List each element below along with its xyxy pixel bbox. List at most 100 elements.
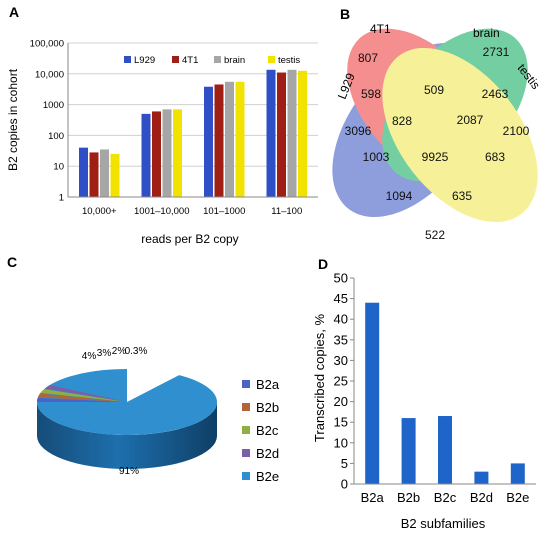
pie-slice-b2c — [40, 389, 127, 402]
pie-slice-b2b — [37, 393, 128, 402]
chart-a-y-ticks: 1 10 100 1000 10,000 100,000 — [30, 39, 64, 204]
x-tick-label: B2e — [506, 490, 529, 505]
chart-d-bars — [365, 302, 525, 484]
legend-swatch — [242, 472, 250, 480]
bar-testis — [173, 109, 182, 197]
x-tick-label: B2b — [397, 490, 420, 505]
bar-l929 — [79, 147, 88, 197]
bar-b2c — [438, 416, 452, 484]
y-tick-label: 10,000 — [35, 69, 64, 80]
bar-4t1 — [152, 111, 161, 197]
panel-label-a: A — [9, 4, 20, 20]
legend-swatch — [242, 426, 250, 434]
x-tick-label: 101–1000 — [203, 206, 245, 217]
panel-label-c: C — [7, 254, 18, 270]
pie-slices — [36, 369, 217, 435]
chart-c-pie: 4% 3% 2%0.3% 91% B2a B2b B2c B2d B2e — [36, 346, 280, 484]
y-tick-label: 20 — [334, 394, 348, 409]
y-tick-label: 100 — [48, 131, 64, 142]
x-tick-label: 10,000+ — [82, 206, 117, 217]
venn-set-label-4t1: 4T1 — [370, 22, 391, 36]
y-tick-label: 25 — [334, 374, 348, 389]
y-tick-label: 35 — [334, 332, 348, 347]
venn-value-l929-4t1: 598 — [361, 87, 381, 101]
chart-a-axes — [67, 43, 318, 198]
bar-brain — [225, 81, 234, 197]
chart-d-x-ticks: B2a B2b B2c B2d B2e — [361, 490, 530, 505]
bar-l929 — [266, 69, 276, 197]
legend-swatch — [268, 56, 275, 63]
pie-label-b2e: 91% — [119, 466, 139, 477]
bar-testis — [298, 70, 307, 197]
venn-value-all: 9925 — [422, 150, 449, 164]
venn-value-l929-4t1-brain: 828 — [392, 114, 412, 128]
y-tick-label: 0 — [341, 477, 348, 492]
chart-d-xlabel: B2 subfamilies — [401, 516, 486, 531]
legend-swatch — [124, 56, 131, 63]
venn-value-l929-testis: 522 — [425, 228, 445, 242]
pie-label-b2a: 4% — [82, 351, 97, 362]
pie-label-b2b: 3% — [97, 348, 112, 359]
pie-label-b2d: 0.3% — [125, 346, 148, 357]
legend-swatch — [172, 56, 179, 63]
legend-label: testis — [278, 55, 300, 66]
chart-d-y-ticks: 0 5 10 15 20 25 30 35 40 45 50 — [334, 271, 354, 492]
venn-value-testis-only: 2100 — [503, 124, 530, 138]
venn-value-4t1-brain: 509 — [424, 83, 444, 97]
pie-slice-b2d — [44, 385, 127, 402]
legend-swatch — [242, 380, 250, 388]
bar-testis — [235, 81, 245, 197]
y-tick-label: 100,000 — [30, 39, 64, 50]
venn-value-4t1-only: 807 — [358, 51, 378, 65]
bar-brain — [100, 149, 109, 197]
bar-brain — [162, 109, 172, 197]
bar-b2a — [365, 302, 380, 484]
x-tick-label: 11–100 — [271, 206, 302, 217]
pie-side-wall — [37, 402, 217, 469]
pie-slice-b2a — [37, 397, 127, 402]
bar-b2d — [474, 471, 489, 484]
chart-a-legend: L929 4T1 brain testis — [124, 55, 300, 66]
chart-d: 0 5 10 15 20 25 30 35 40 45 50 B2a B2b B2c B2d B2e Tra… — [312, 271, 536, 531]
legend-swatch — [214, 56, 221, 63]
y-tick-label: 1 — [59, 193, 64, 204]
y-tick-label: 50 — [334, 271, 348, 286]
bar-l929 — [141, 113, 151, 197]
bar-l929 — [204, 86, 213, 197]
venn-value-4t1-testis: 683 — [485, 150, 505, 164]
bar-4t1 — [214, 84, 224, 197]
y-tick-label: 5 — [341, 456, 348, 471]
legend-label: B2d — [256, 446, 279, 461]
chart-a-ylabel: B2 copies in cohort — [6, 68, 20, 171]
y-tick-label: 10 — [53, 162, 64, 173]
legend-swatch — [242, 403, 250, 411]
chart-d-ylabel: Transcribed copies, % — [312, 314, 327, 443]
bar-b2e — [510, 463, 525, 484]
bar-4t1 — [89, 152, 99, 197]
venn-value-brain-only: 2731 — [483, 45, 510, 59]
legend-label: L929 — [134, 55, 155, 66]
legend-label: brain — [224, 55, 245, 66]
chart-a-x-ticks: 10,000+ 1001–10,000 101–1000 11–100 — [82, 206, 302, 217]
chart-a-bars — [79, 69, 307, 197]
legend-label: B2b — [256, 400, 279, 415]
y-tick-label: 15 — [334, 415, 348, 430]
bar-4t1 — [277, 72, 286, 197]
pie-data-labels: 4% 3% 2%0.3% 91% — [82, 346, 148, 477]
legend-label: B2e — [256, 469, 279, 484]
legend-label: B2a — [256, 377, 280, 392]
x-tick-label: B2c — [434, 490, 457, 505]
x-tick-label: 1001–10,000 — [134, 206, 189, 217]
x-tick-label: B2d — [470, 490, 493, 505]
chart-b-venn: 4T1 brain L929 testis 807 2731 3096 2100… — [332, 22, 543, 242]
venn-value-l929-brain-testis: 1094 — [386, 189, 413, 203]
bar-b2b — [401, 418, 416, 484]
venn-value-4t1-brain-testis: 2087 — [457, 113, 484, 127]
legend-label: 4T1 — [182, 55, 198, 66]
y-tick-label: 40 — [334, 312, 348, 327]
venn-value-l929-only: 3096 — [345, 124, 372, 138]
legend-swatch — [242, 449, 250, 457]
chart-a-xlabel: reads per B2 copy — [141, 232, 238, 246]
y-tick-label: 30 — [334, 353, 348, 368]
y-tick-label: 45 — [334, 291, 348, 306]
